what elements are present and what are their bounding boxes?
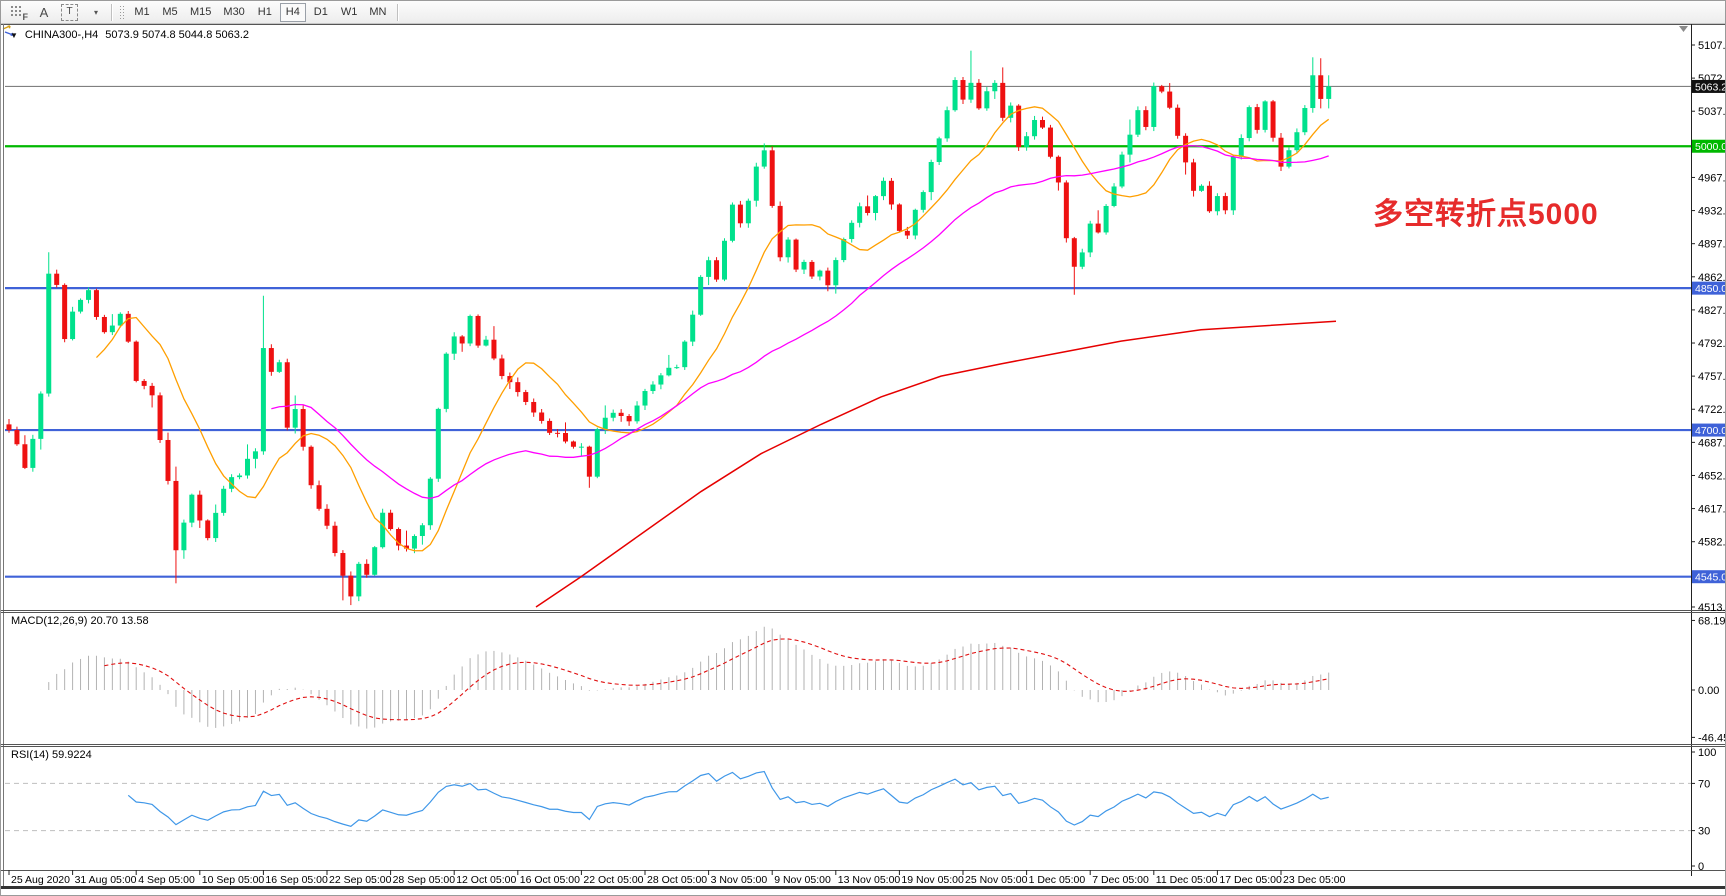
svg-text:4617.0: 4617.0 [1698,504,1726,516]
svg-text:4582.0: 4582.0 [1698,537,1726,549]
symbol-period-label: CHINA300-,H4 [24,29,99,41]
chart-dropdown-icon[interactable]: ▼ [10,30,18,40]
svg-text:-46.45: -46.45 [1698,732,1726,744]
svg-text:5037.0: 5037.0 [1698,106,1726,118]
svg-text:7 Dec 05:00: 7 Dec 05:00 [1092,874,1149,886]
svg-text:4545.0: 4545.0 [1695,572,1726,584]
ma-fast-line [95,106,1330,552]
svg-text:10 Sep 05:00: 10 Sep 05:00 [202,874,265,886]
price-chart-canvas[interactable]: 5107.05072.05037.04967.04932.04897.04862… [1,24,1726,896]
svg-text:100: 100 [1698,747,1716,759]
svg-text:25 Aug 2020: 25 Aug 2020 [11,874,70,886]
arrows-tool-button[interactable]: ▾ [2,3,105,36]
rsi-panel [5,770,1691,832]
timeframe-d1-button[interactable]: D1 [313,6,328,18]
candles [6,50,1332,606]
grid-f-letter: F [22,11,29,22]
text-label-tool-icon: T [61,3,78,21]
svg-text:28 Oct 05:00: 28 Oct 05:00 [647,874,707,886]
text-tool-button[interactable]: A [34,3,54,22]
price-annotation-text: 多空转折点5000 [1373,198,1599,231]
svg-text:4513.0: 4513.0 [1698,602,1726,614]
toolbar: F A T ▾ M1 M5 M15 M30 H1 H4 D1 W1 MN [1,1,1725,36]
svg-text:4827.0: 4827.0 [1698,305,1726,317]
svg-text:5000.0: 5000.0 [1695,141,1726,153]
svg-text:17 Dec 05:00: 17 Dec 05:00 [1219,874,1282,886]
svg-text:4 Sep 05:00: 4 Sep 05:00 [138,874,195,886]
svg-text:4932.0: 4932.0 [1698,206,1726,218]
horizontal-level-lines [5,85,1691,578]
svg-text:28 Sep 05:00: 28 Sep 05:00 [393,874,456,886]
svg-text:31 Aug 05:00: 31 Aug 05:00 [75,874,137,886]
rsi-line [127,770,1329,827]
svg-text:30: 30 [1698,826,1710,838]
macd-panel [40,626,1330,729]
macd-indicator-label: MACD(12,26,9) 20.70 13.58 [11,615,149,627]
price-badges: 5000.0 4850.0 4700.0 4545.0 5063.2 [1692,79,1726,584]
moving-averages [95,106,1337,608]
text-tool-icon: A [39,4,49,20]
svg-text:4862.0: 4862.0 [1698,272,1726,284]
timeframe-m30-button[interactable]: M30 [223,6,245,18]
panel-frame [1,24,1725,889]
ma-mid-line [271,145,1329,500]
svg-text:4687.0: 4687.0 [1698,437,1726,449]
timeframe-group: M1 M5 M15 M30 H1 H4 D1 W1 MN [128,2,392,22]
timeframe-m1-button[interactable]: M1 [134,6,150,18]
svg-text:0.00: 0.00 [1698,685,1719,697]
chart-shift-marker [1679,26,1688,32]
ma-slow-line [535,320,1337,608]
svg-text:4967.0: 4967.0 [1698,172,1726,184]
rsi-indicator-label: RSI(14) 59.9224 [11,749,92,761]
svg-text:4757.0: 4757.0 [1698,371,1726,383]
svg-text:0: 0 [1698,861,1704,873]
svg-text:22 Sep 05:00: 22 Sep 05:00 [329,874,392,886]
svg-text:4792.0: 4792.0 [1698,338,1726,350]
toolbar-drag-handle[interactable] [119,4,125,20]
svg-text:4700.0: 4700.0 [1695,425,1726,437]
svg-text:3 Nov 05:00: 3 Nov 05:00 [711,874,768,886]
svg-text:25 Nov 05:00: 25 Nov 05:00 [965,874,1028,886]
toolbar-separator [111,3,113,21]
svg-text:23 Dec 05:00: 23 Dec 05:00 [1283,874,1346,886]
svg-text:70: 70 [1698,778,1710,790]
arrows-tool-icon [2,25,14,36]
grid-dots-icon [10,4,23,18]
svg-text:5107.0: 5107.0 [1698,40,1726,52]
timeframe-m15-button[interactable]: M15 [190,6,212,18]
timeframe-w1-button[interactable]: W1 [340,6,358,18]
chart-title: ▼ CHINA300-,H4 5073.9 5074.8 5044.8 5063… [10,29,249,41]
svg-text:4722.0: 4722.0 [1698,404,1726,416]
svg-text:22 Oct 05:00: 22 Oct 05:00 [583,874,643,886]
svg-text:4897.0: 4897.0 [1698,239,1726,251]
svg-text:68.19: 68.19 [1698,615,1726,627]
timeframe-h4-button[interactable]: H4 [279,2,306,22]
svg-text:12 Oct 05:00: 12 Oct 05:00 [456,874,516,886]
svg-text:9 Nov 05:00: 9 Nov 05:00 [774,874,831,886]
svg-text:19 Nov 05:00: 19 Nov 05:00 [901,874,964,886]
macd-signal-line [104,638,1329,721]
svg-text:1 Dec 05:00: 1 Dec 05:00 [1029,874,1086,886]
timeframe-h1-button[interactable]: H1 [257,6,272,18]
text-label-tool-button[interactable]: T [56,3,83,22]
timeframe-m5-button[interactable]: M5 [162,6,178,18]
ohlc-values: 5073.9 5074.8 5044.8 5063.2 [105,29,250,41]
price-axis: 5107.05072.05037.04967.04932.04897.04862… [1691,40,1726,873]
svg-text:4652.0: 4652.0 [1698,470,1726,482]
grid-f-icon[interactable]: F [5,3,32,22]
svg-text:16 Sep 05:00: 16 Sep 05:00 [265,874,328,886]
svg-text:4850.0: 4850.0 [1695,283,1726,295]
svg-text:5063.2: 5063.2 [1695,81,1726,93]
toolbar-separator [397,3,400,21]
chevron-down-icon: ▾ [93,7,98,17]
timeframe-mn-button[interactable]: MN [369,6,387,18]
time-axis: 25 Aug 2020 31 Aug 05:00 4 Sep 05:00 10 Sep… [8,870,1346,886]
svg-text:13 Nov 05:00: 13 Nov 05:00 [838,874,901,886]
svg-text:16 Oct 05:00: 16 Oct 05:00 [520,874,580,886]
svg-text:11 Dec 05:00: 11 Dec 05:00 [1156,874,1218,886]
